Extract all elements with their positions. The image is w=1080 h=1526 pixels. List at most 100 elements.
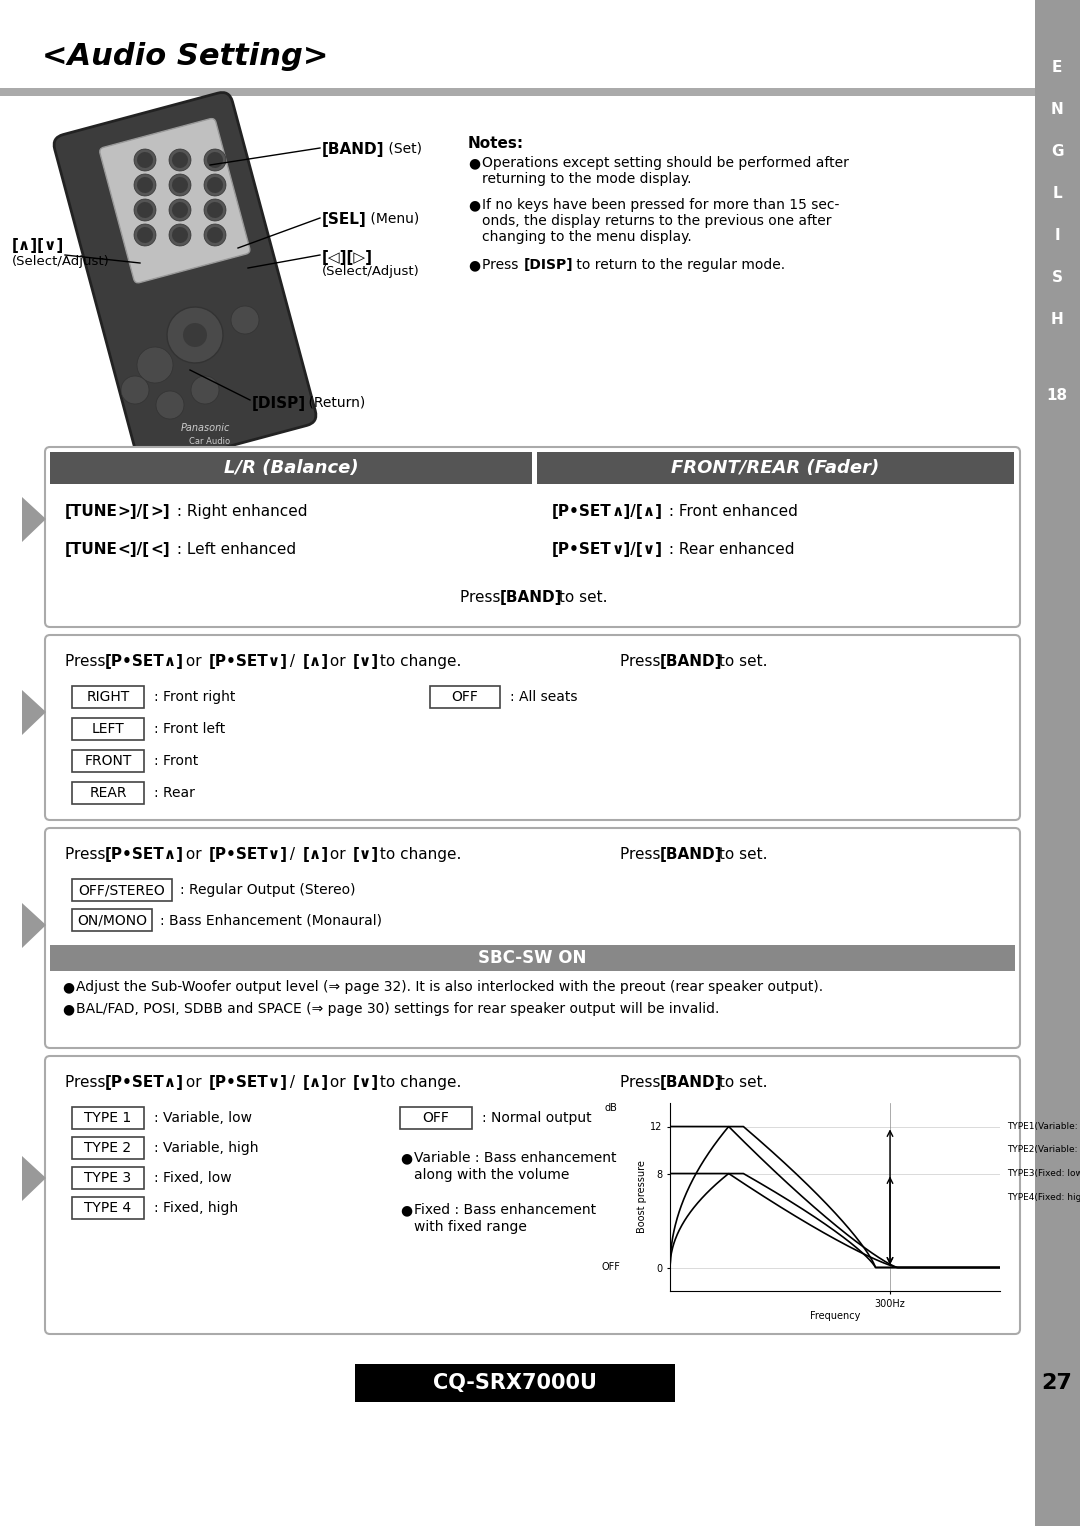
Circle shape xyxy=(183,324,207,346)
Text: : Fixed, low: : Fixed, low xyxy=(154,1170,231,1186)
Text: : Rear: : Rear xyxy=(154,786,194,800)
Text: <]/[: <]/[ xyxy=(117,542,149,557)
Text: or: or xyxy=(181,1074,206,1090)
Circle shape xyxy=(134,198,156,221)
Text: ON/MONO: ON/MONO xyxy=(77,913,147,926)
Text: dB: dB xyxy=(604,1103,617,1112)
Text: [∧]: [∧] xyxy=(303,655,329,668)
Circle shape xyxy=(137,346,173,383)
Text: S: S xyxy=(1052,270,1063,285)
X-axis label: Frequency: Frequency xyxy=(810,1311,860,1322)
Text: [DISP]: [DISP] xyxy=(524,258,573,272)
Text: : Variable, low: : Variable, low xyxy=(154,1111,252,1125)
Text: [∧]: [∧] xyxy=(303,847,329,862)
Text: L: L xyxy=(1052,186,1062,201)
Text: ●: ● xyxy=(468,198,481,212)
Text: [P•SET∧]: [P•SET∧] xyxy=(105,655,184,668)
Text: RIGHT: RIGHT xyxy=(86,690,130,703)
Text: <]: <] xyxy=(150,542,170,557)
Text: (Return): (Return) xyxy=(303,397,365,410)
Text: [P•SET∧]: [P•SET∧] xyxy=(105,847,184,862)
Circle shape xyxy=(168,174,191,195)
Text: ●: ● xyxy=(400,1151,413,1164)
Text: TYPE3(Fixed: low): TYPE3(Fixed: low) xyxy=(1008,1169,1080,1178)
Text: or: or xyxy=(325,655,351,668)
Text: [∧][∨]: [∧][∨] xyxy=(12,238,64,253)
FancyBboxPatch shape xyxy=(54,93,316,467)
Text: E: E xyxy=(1052,61,1063,75)
Bar xyxy=(72,781,144,804)
Text: to change.: to change. xyxy=(375,1074,461,1090)
Text: : Front enhanced: : Front enhanced xyxy=(664,504,798,519)
Text: H: H xyxy=(1051,313,1064,328)
Text: Operations except setting should be performed after: Operations except setting should be perf… xyxy=(482,156,849,169)
Text: [◁][▷]: [◁][▷] xyxy=(322,250,373,266)
Circle shape xyxy=(231,307,259,334)
Polygon shape xyxy=(22,497,46,542)
Circle shape xyxy=(121,375,149,404)
Text: FRONT/REAR (Fader): FRONT/REAR (Fader) xyxy=(671,459,879,478)
Bar xyxy=(50,452,532,484)
Text: FRONT: FRONT xyxy=(84,754,132,768)
Text: to set.: to set. xyxy=(714,847,768,862)
Polygon shape xyxy=(22,903,46,948)
Circle shape xyxy=(204,174,226,195)
Text: >]/[: >]/[ xyxy=(117,504,149,519)
Text: [BAND]: [BAND] xyxy=(660,1074,723,1090)
Text: [P•SET∨]: [P•SET∨] xyxy=(210,847,288,862)
Text: : Variable, high: : Variable, high xyxy=(154,1141,258,1155)
Text: : Normal output: : Normal output xyxy=(482,1111,592,1125)
Text: to return to the regular mode.: to return to the regular mode. xyxy=(572,258,785,272)
Circle shape xyxy=(204,150,226,171)
Text: : Fixed, high: : Fixed, high xyxy=(154,1201,238,1215)
Text: /: / xyxy=(285,1074,300,1090)
Text: : Front right: : Front right xyxy=(154,690,235,703)
Text: : Left enhanced: : Left enhanced xyxy=(172,542,296,557)
Text: ●: ● xyxy=(62,1003,75,1016)
Text: /: / xyxy=(285,655,300,668)
Circle shape xyxy=(134,174,156,195)
Text: ●: ● xyxy=(468,258,481,272)
Bar xyxy=(355,1364,675,1402)
Text: If no keys have been pressed for more than 15 sec-: If no keys have been pressed for more th… xyxy=(482,198,839,212)
Text: (Select/Adjust): (Select/Adjust) xyxy=(12,255,110,269)
Circle shape xyxy=(204,198,226,221)
Bar xyxy=(72,1196,144,1219)
Text: [BAND]: [BAND] xyxy=(660,847,723,862)
Text: along with the volume: along with the volume xyxy=(414,1167,569,1183)
Bar xyxy=(72,749,144,772)
Polygon shape xyxy=(22,1157,46,1201)
Text: [BAND]: [BAND] xyxy=(322,142,384,157)
Circle shape xyxy=(207,201,222,218)
Text: CQ-SRX7000U: CQ-SRX7000U xyxy=(433,1373,597,1393)
Text: ∧]/[∧]: ∧]/[∧] xyxy=(612,504,663,519)
Text: /: / xyxy=(285,847,300,862)
Text: L/R (Balance): L/R (Balance) xyxy=(224,459,359,478)
Text: (Menu): (Menu) xyxy=(366,212,419,226)
Circle shape xyxy=(172,153,188,168)
Text: : Rear enhanced: : Rear enhanced xyxy=(664,542,795,557)
Circle shape xyxy=(172,177,188,192)
Text: Press: Press xyxy=(482,258,523,272)
Text: changing to the menu display.: changing to the menu display. xyxy=(482,230,692,244)
Text: ●: ● xyxy=(400,1202,413,1218)
Text: 27: 27 xyxy=(1041,1373,1072,1393)
Text: ∨]/[∨]: ∨]/[∨] xyxy=(612,542,663,557)
Text: returning to the mode display.: returning to the mode display. xyxy=(482,172,691,186)
Text: to set.: to set. xyxy=(554,591,607,604)
Text: Notes:: Notes: xyxy=(468,136,524,151)
Text: [TUNE: [TUNE xyxy=(65,542,118,557)
Text: with fixed range: with fixed range xyxy=(414,1219,527,1235)
Polygon shape xyxy=(22,690,46,736)
Circle shape xyxy=(137,177,153,192)
Text: Press: Press xyxy=(620,847,665,862)
Circle shape xyxy=(168,150,191,171)
Text: : Front left: : Front left xyxy=(154,722,226,736)
Circle shape xyxy=(168,198,191,221)
Text: [P•SET: [P•SET xyxy=(552,504,611,519)
Circle shape xyxy=(137,227,153,243)
Text: >]: >] xyxy=(150,504,170,519)
Text: TYPE4(Fixed: high): TYPE4(Fixed: high) xyxy=(1008,1192,1080,1201)
Text: to set.: to set. xyxy=(714,655,768,668)
Text: ●: ● xyxy=(468,156,481,169)
